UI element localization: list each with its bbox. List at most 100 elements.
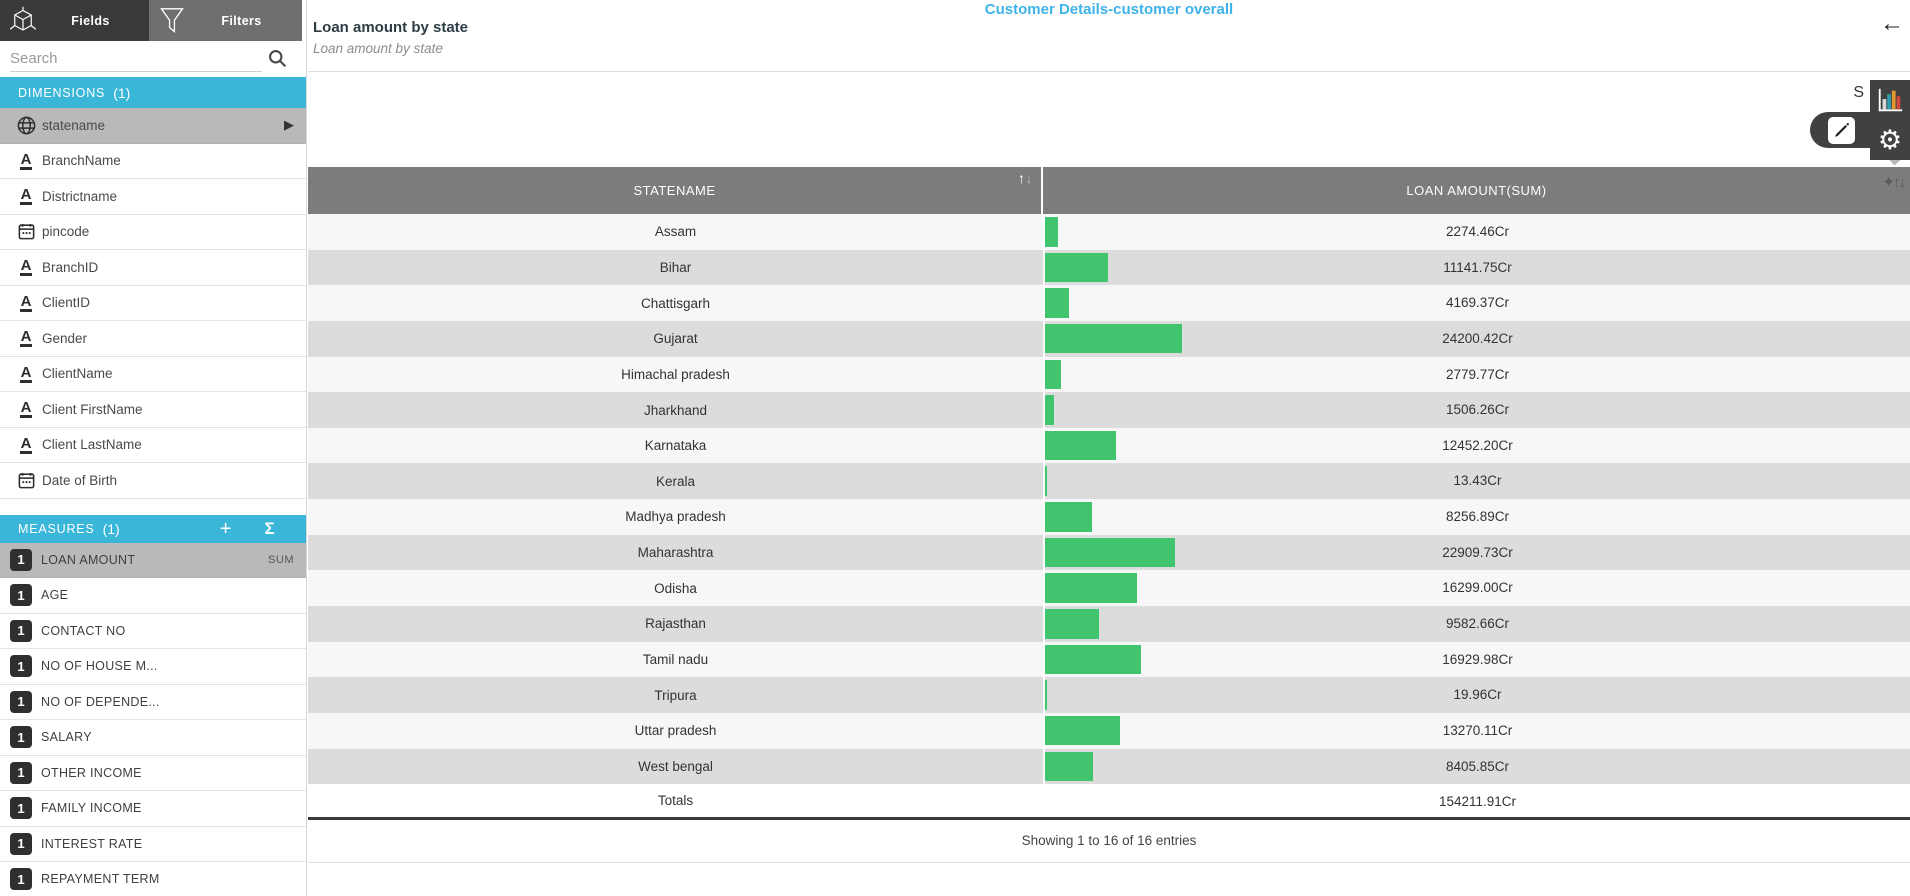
sidebar-item-loan-amount[interactable]: 1 LOAN AMOUNT SUM bbox=[0, 542, 306, 578]
dimension-label: Client LastName bbox=[42, 437, 142, 453]
table-row[interactable]: Rajasthan 9582.66Cr bbox=[308, 606, 1910, 642]
value-cell: 2274.46Cr bbox=[1043, 214, 1910, 250]
sidebar-item-no-of-house-m-[interactable]: 1 NO OF HOUSE M... bbox=[0, 649, 306, 685]
sidebar-item-branchid[interactable]: A BranchID ▶ bbox=[0, 250, 306, 286]
table-row[interactable]: Maharashtra 22909.73Cr bbox=[308, 534, 1910, 571]
totals-value: 154211.91Cr bbox=[1438, 794, 1517, 810]
value-cell: 9582.66Cr bbox=[1043, 606, 1910, 642]
measure-label: LOAN AMOUNT bbox=[41, 552, 136, 567]
sidebar-item-clientname[interactable]: A ClientName ▶ bbox=[0, 356, 306, 392]
sidebar-item-interest-rate[interactable]: 1 INTEREST RATE bbox=[0, 826, 306, 862]
value-text: 11141.75Cr bbox=[1443, 259, 1512, 275]
table-row[interactable]: Uttar pradesh 13270.11Cr bbox=[308, 712, 1910, 749]
table-row[interactable]: West bengal 8405.85Cr bbox=[308, 748, 1910, 785]
sidebar-item-contact-no[interactable]: 1 CONTACT NO bbox=[0, 613, 306, 649]
value-text: 2274.46Cr bbox=[1445, 224, 1510, 239]
value-bar[interactable] bbox=[1045, 644, 1141, 675]
value-bar[interactable] bbox=[1045, 680, 1047, 710]
value-bar[interactable] bbox=[1045, 573, 1138, 603]
value-bar[interactable] bbox=[1045, 252, 1109, 283]
value-bar[interactable] bbox=[1045, 359, 1061, 390]
column-header-statename[interactable]: STATENAME ↑↓ bbox=[308, 167, 1043, 214]
value-cell: 13.43Cr bbox=[1043, 463, 1910, 500]
numeric-type-icon: 1 bbox=[10, 761, 32, 784]
sidebar-item-family-income[interactable]: 1 FAMILY INCOME bbox=[0, 791, 306, 827]
column-header-loanamount-label: LOAN AMOUNT(SUM) bbox=[1406, 183, 1547, 198]
sidebar-item-pincode[interactable]: A pincode ▶ bbox=[0, 214, 306, 250]
text-type-icon: A bbox=[19, 150, 33, 170]
state-name-cell: Tamil nadu bbox=[642, 652, 709, 667]
sidebar-item-salary[interactable]: 1 SALARY bbox=[0, 720, 306, 756]
sidebar-item-gender[interactable]: A Gender ▶ bbox=[0, 321, 306, 357]
table-row[interactable]: Bihar 11141.75Cr bbox=[308, 249, 1910, 286]
main-area: Customer Details-customer overall ← Loan… bbox=[308, 0, 1910, 896]
value-text: 24200.42Cr bbox=[1442, 330, 1513, 346]
table-row[interactable]: Odisha 16299.00Cr bbox=[308, 570, 1910, 607]
sidebar-item-repayment-term[interactable]: 1 REPAYMENT TERM bbox=[0, 862, 306, 896]
dimension-label: BranchID bbox=[42, 259, 99, 275]
value-bar[interactable] bbox=[1045, 751, 1093, 782]
tab-fields[interactable]: Fields bbox=[0, 0, 149, 41]
value-text: 4169.37Cr bbox=[1445, 295, 1510, 311]
measure-label: CONTACT NO bbox=[41, 623, 126, 638]
value-bar[interactable] bbox=[1045, 609, 1100, 639]
value-bar[interactable] bbox=[1045, 502, 1092, 532]
value-bar[interactable] bbox=[1045, 395, 1054, 425]
value-bar[interactable] bbox=[1045, 430, 1116, 461]
table-row[interactable]: Madhya pradesh 8256.89Cr bbox=[308, 499, 1910, 535]
sidebar-item-client-firstname[interactable]: A Client FirstName ▶ bbox=[0, 392, 306, 428]
search-input[interactable] bbox=[10, 46, 262, 72]
sidebar-item-clientid[interactable]: A ClientID ▶ bbox=[0, 285, 306, 321]
value-bar[interactable] bbox=[1045, 466, 1047, 496]
bar-chart-icon bbox=[1878, 88, 1903, 112]
value-cell: 2779.77Cr bbox=[1043, 356, 1910, 393]
dimension-label: BranchName bbox=[42, 153, 121, 169]
value-bar[interactable] bbox=[1045, 323, 1182, 354]
table-row[interactable]: Himachal pradesh 2779.77Cr bbox=[308, 356, 1910, 393]
add-measure-button[interactable]: + bbox=[219, 517, 233, 540]
sidebar-item-districtname[interactable]: A Districtname ▶ bbox=[0, 179, 306, 215]
numeric-type-icon: 1 bbox=[10, 868, 32, 891]
settings-button[interactable]: ⚙ bbox=[1870, 120, 1910, 160]
value-bar[interactable] bbox=[1045, 715, 1121, 746]
dimension-label: statename bbox=[42, 117, 106, 133]
sidebar-item-other-income[interactable]: 1 OTHER INCOME bbox=[0, 755, 306, 791]
sidebar-item-no-of-depende-[interactable]: 1 NO OF DEPENDE... bbox=[0, 684, 306, 720]
value-bar[interactable] bbox=[1045, 288, 1069, 318]
sidebar-item-age[interactable]: 1 AGE bbox=[0, 578, 306, 614]
chart-type-button[interactable] bbox=[1870, 80, 1910, 120]
table-row[interactable]: Kerala 13.43Cr bbox=[308, 463, 1910, 500]
widget-subtitle: Loan amount by state bbox=[313, 41, 443, 56]
dimension-label: ClientID bbox=[42, 295, 91, 311]
table-row[interactable]: Tamil nadu 16929.98Cr bbox=[308, 641, 1910, 678]
value-text: 22909.73Cr bbox=[1442, 544, 1513, 560]
expand-arrow-icon[interactable]: ▶ bbox=[284, 117, 294, 132]
table-row[interactable]: Jharkhand 1506.26Cr bbox=[308, 392, 1910, 428]
numeric-type-icon: 1 bbox=[10, 797, 32, 820]
report-breadcrumb-link[interactable]: Customer Details-customer overall bbox=[984, 1, 1234, 18]
sidebar-item-branchname[interactable]: A BranchName ▶ bbox=[0, 143, 306, 179]
sigma-aggregate-button[interactable]: Σ bbox=[264, 519, 276, 538]
sidebar-item-date-of-birth[interactable]: A Date of Birth ▶ bbox=[0, 463, 306, 499]
value-bar[interactable] bbox=[1045, 537, 1175, 568]
state-name-cell: Chattisgarh bbox=[640, 295, 711, 311]
table-row[interactable]: Tripura 19.96Cr bbox=[308, 677, 1910, 713]
sidebar-item-statename[interactable]: A statename ▶ bbox=[0, 108, 306, 144]
table-row[interactable]: Karnataka 12452.20Cr bbox=[308, 427, 1910, 464]
measures-title: MEASURES bbox=[18, 521, 95, 536]
value-bar[interactable] bbox=[1045, 217, 1058, 247]
table-row[interactable]: Assam 2274.46Cr bbox=[308, 214, 1910, 250]
column-header-loanamount[interactable]: LOAN AMOUNT(SUM) ✦↑↓ bbox=[1043, 167, 1910, 214]
measure-label: NO OF DEPENDE... bbox=[41, 694, 160, 709]
sort-icon[interactable]: ↑↓ bbox=[1018, 170, 1033, 186]
table-row[interactable]: Chattisgarh 4169.37Cr bbox=[308, 285, 1910, 321]
search-icon[interactable] bbox=[267, 48, 288, 74]
measure-label: FAMILY INCOME bbox=[41, 801, 142, 816]
calendar-icon bbox=[10, 222, 42, 241]
tab-filters[interactable]: Filters bbox=[149, 0, 302, 41]
sidebar-item-client-lastname[interactable]: A Client LastName ▶ bbox=[0, 427, 306, 463]
back-arrow-icon[interactable]: ← bbox=[1880, 10, 1904, 37]
edit-widget-button[interactable] bbox=[1810, 112, 1872, 148]
numeric-type-icon: 1 bbox=[10, 690, 32, 713]
table-row[interactable]: Gujarat 24200.42Cr bbox=[308, 320, 1910, 357]
